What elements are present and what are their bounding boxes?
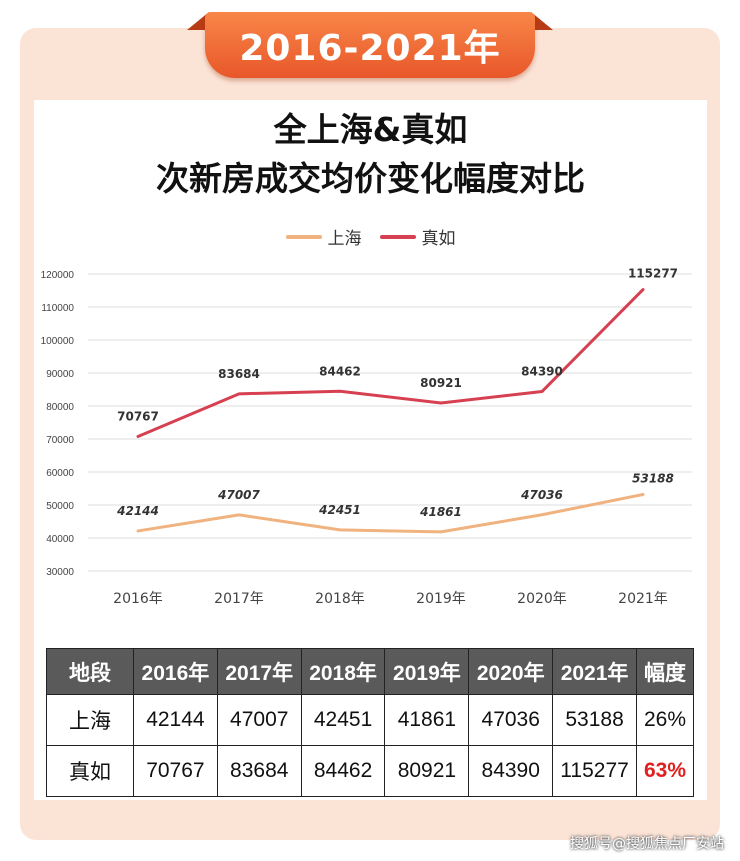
table-header-cell: 幅度 — [636, 648, 694, 695]
table-cell: 42144 — [133, 694, 218, 746]
x-tick-label: 2021年 — [618, 591, 668, 607]
legend-label-shanghai: 上海 — [327, 229, 362, 249]
table-header-cell: 2016年 — [133, 648, 218, 695]
y-tick-label: 100000 — [41, 336, 75, 347]
table-cell: 115277 — [552, 745, 637, 797]
table-header-cell: 2021年 — [552, 648, 637, 695]
legend-swatch-shanghai — [285, 234, 322, 239]
data-label: 80921 — [420, 376, 462, 390]
data-label: 42144 — [116, 504, 159, 518]
data-label: 70767 — [117, 409, 159, 423]
legend-item-shanghai: 上海 — [285, 224, 362, 249]
y-tick-label: 50000 — [46, 501, 74, 512]
watermark: 搜狐号@搜狐焦点厂安站 — [570, 836, 724, 852]
data-label: 83684 — [218, 367, 260, 381]
y-tick-label: 110000 — [41, 303, 74, 314]
data-label: 84462 — [319, 364, 361, 378]
y-tick-label: 70000 — [46, 435, 74, 446]
table-header-cell: 2019年 — [384, 648, 470, 695]
table-header-cell: 2018年 — [300, 648, 386, 695]
table-cell: 41861 — [384, 694, 470, 746]
data-label: 47007 — [217, 488, 260, 502]
table-cell: 53188 — [552, 694, 637, 746]
table-cell: 84462 — [300, 745, 386, 797]
table-header-row: 地段 2016年 2017年 2018年 2019年 2020年 2021年 幅… — [46, 648, 694, 695]
table-cell: 70767 — [133, 745, 218, 797]
data-label: 42451 — [318, 503, 361, 517]
table-header-cell: 2017年 — [216, 648, 302, 695]
data-label: 53188 — [632, 471, 674, 485]
y-tick-label: 40000 — [46, 534, 74, 545]
table-cell-highlight: 63% — [636, 745, 694, 797]
y-tick-label: 80000 — [46, 402, 74, 413]
table-cell: 上海 — [46, 694, 134, 746]
table-row: 上海 42144 47007 42451 41861 47036 53188 2… — [46, 694, 694, 746]
series-line-zhenru — [136, 288, 645, 438]
data-label: 115277 — [628, 267, 678, 281]
legend-item-zhenru: 真如 — [379, 224, 456, 249]
series-line-shanghai — [136, 492, 645, 534]
x-tick-label: 2016年 — [113, 591, 163, 607]
x-tick-label: 2018年 — [315, 591, 365, 607]
x-tick-label: 2020年 — [517, 591, 567, 607]
price-table: 地段 2016年 2017年 2018年 2019年 2020年 2021年 幅… — [46, 648, 694, 797]
y-tick-label: 60000 — [46, 468, 74, 479]
y-tick-label: 30000 — [46, 567, 74, 578]
table-cell: 84390 — [468, 745, 554, 797]
table-cell: 47036 — [468, 694, 554, 746]
x-tick-label: 2019年 — [416, 591, 466, 607]
table-cell: 42451 — [300, 694, 386, 746]
legend-swatch-zhenru — [379, 234, 416, 239]
chart-title-line1: 全上海&真如 — [273, 110, 468, 149]
table-cell: 83684 — [216, 745, 302, 797]
table-header-cell: 地段 — [46, 648, 134, 695]
table-cell: 真如 — [46, 745, 134, 797]
table-cell: 26% — [636, 694, 694, 746]
table-header-cell: 2020年 — [468, 648, 554, 695]
chart-title-line2: 次新房成交均价变化幅度对比 — [156, 159, 585, 198]
data-label: 47036 — [520, 488, 563, 502]
table-row: 真如 70767 83684 84462 80921 84390 115277 … — [46, 745, 694, 797]
data-label: 84390 — [521, 365, 563, 379]
x-tick-label: 2017年 — [214, 591, 264, 607]
legend-label-zhenru: 真如 — [421, 229, 456, 249]
year-range-banner: 2016-2021年 — [205, 12, 535, 78]
table-cell: 47007 — [216, 694, 302, 746]
table-cell: 80921 — [384, 745, 470, 797]
y-tick-label: 120000 — [41, 270, 75, 281]
data-label: 41861 — [419, 505, 462, 519]
chart-legend: 上海 真如 — [34, 224, 707, 249]
y-tick-label: 90000 — [46, 369, 74, 380]
